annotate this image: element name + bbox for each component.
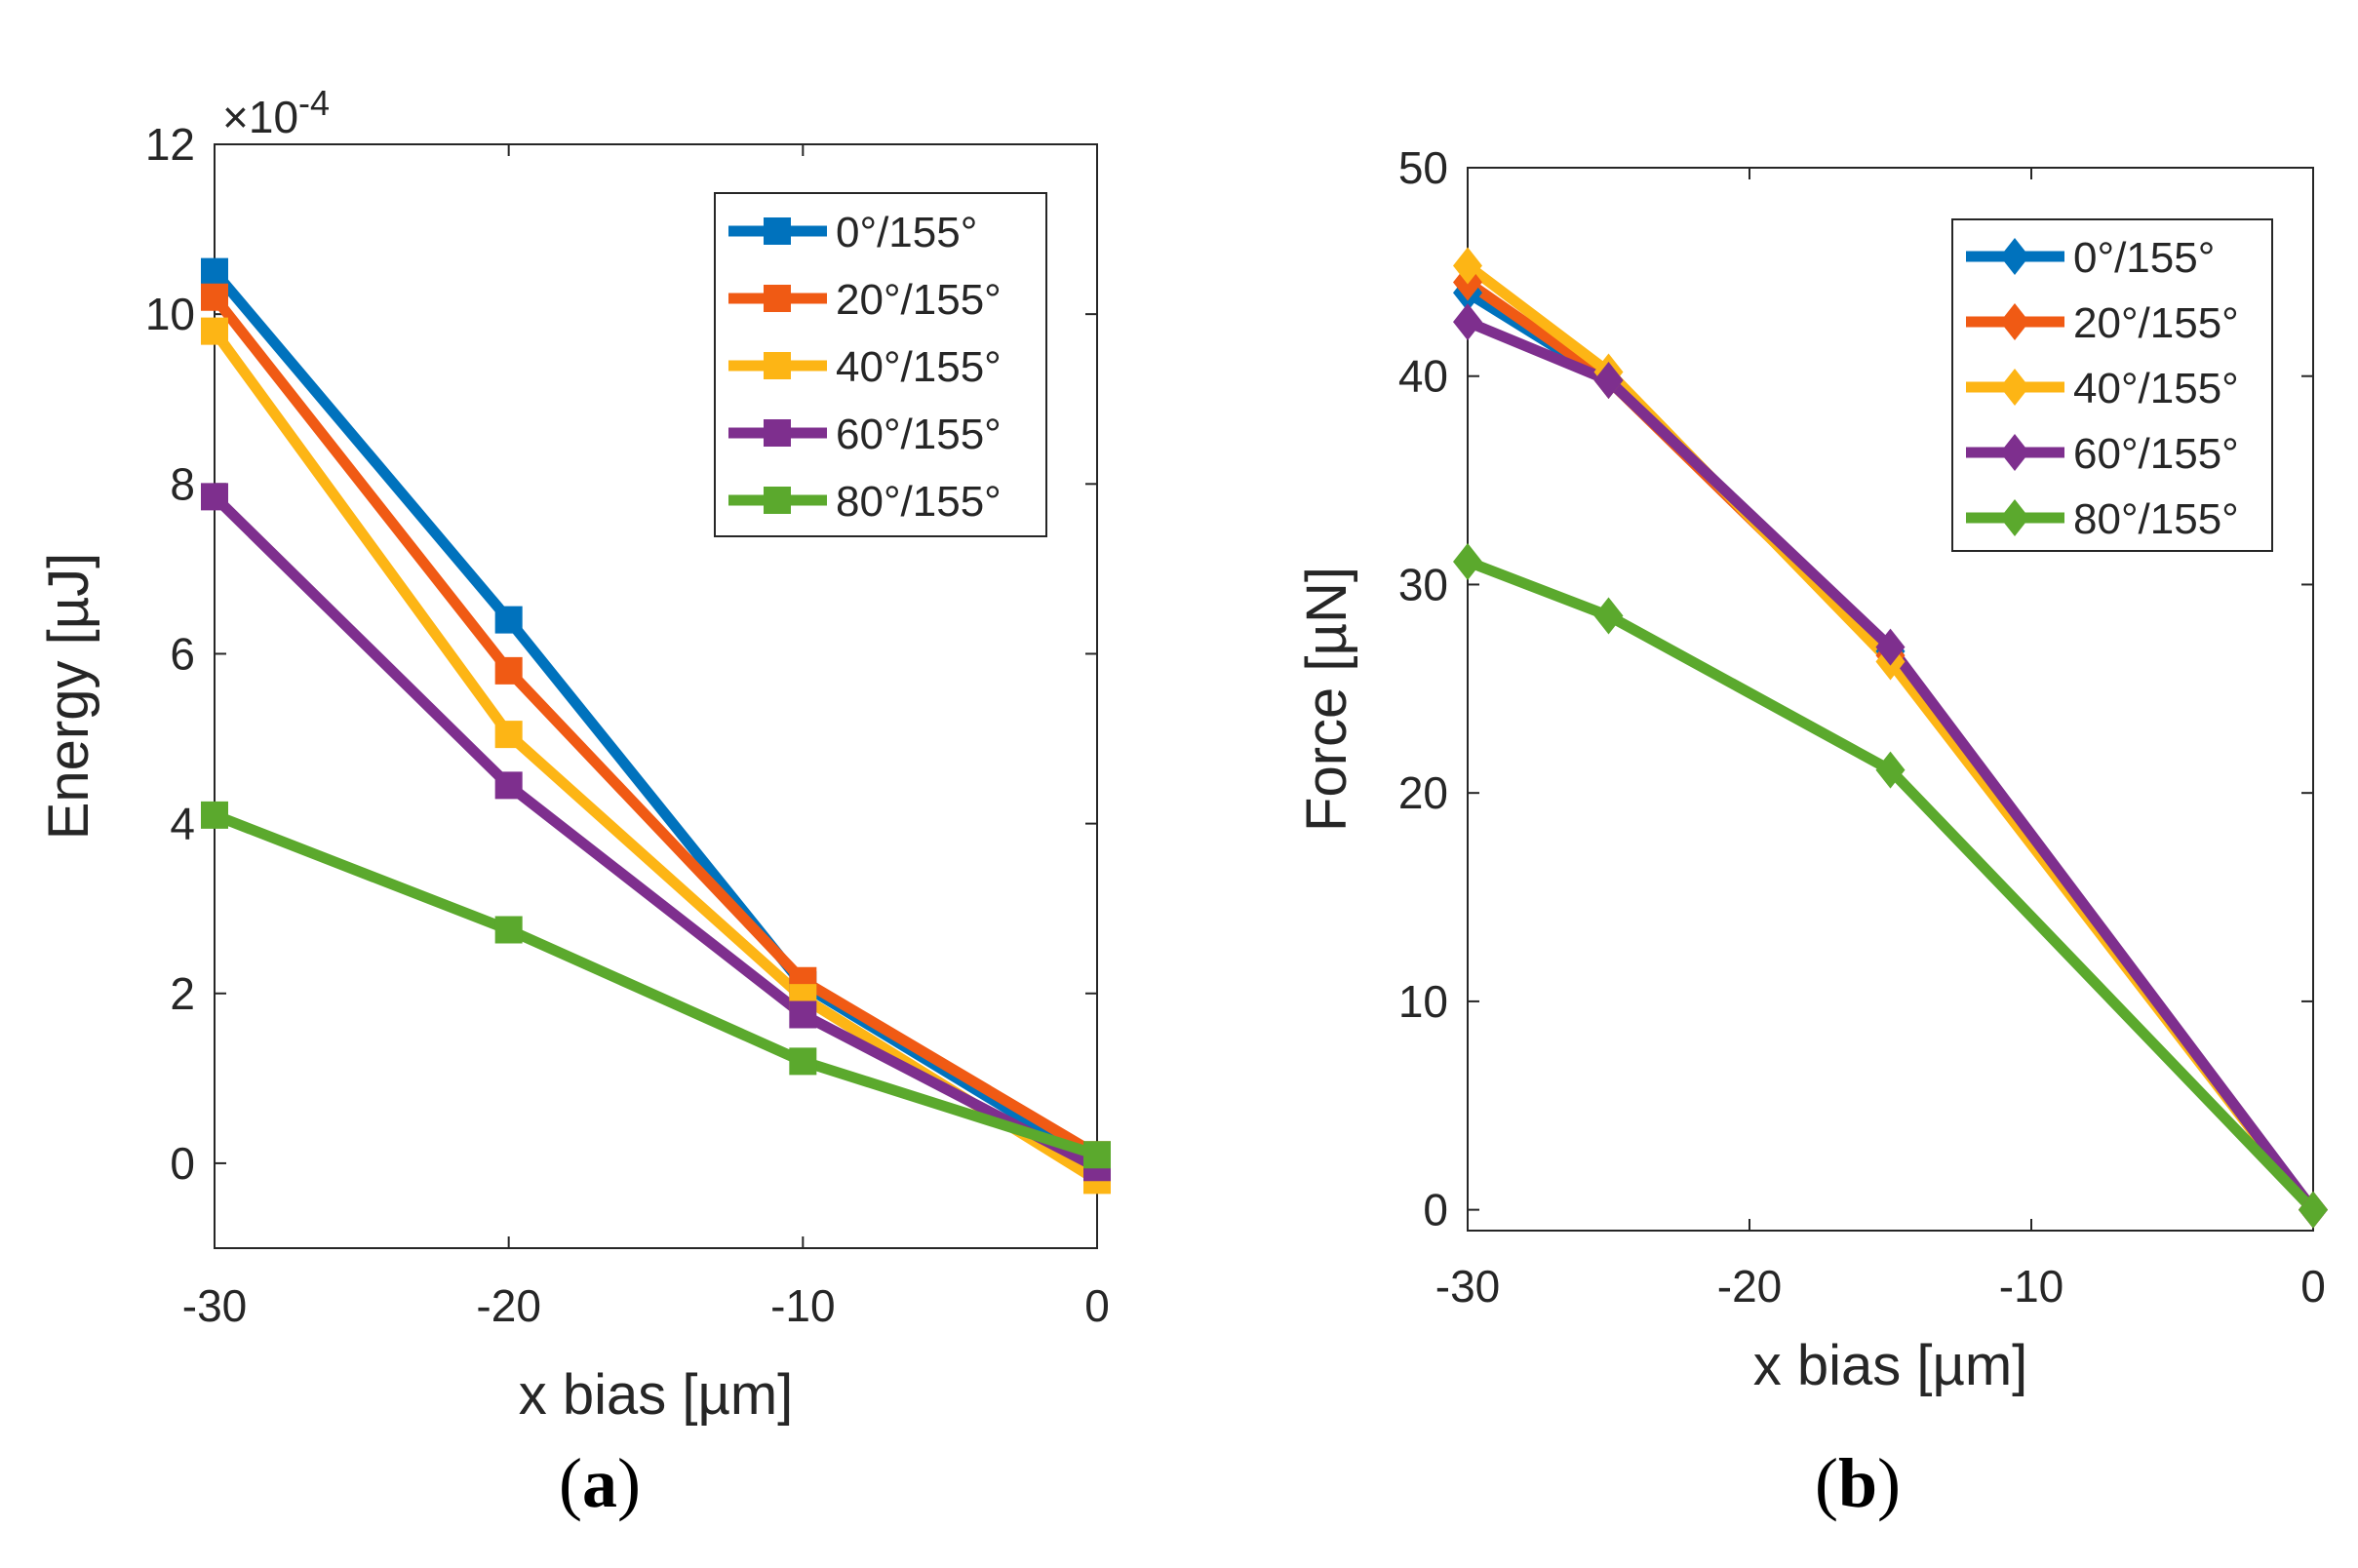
- data-point: [2299, 1191, 2328, 1229]
- x-tick-label: -20: [1717, 1261, 1782, 1312]
- subfigure-paren-open: (: [1815, 1444, 1838, 1522]
- subfigure-label: (b): [1815, 1444, 1901, 1522]
- y-tick-label: 20: [1398, 767, 1448, 818]
- data-point: [201, 483, 228, 511]
- exponent-base: ×10: [222, 92, 298, 142]
- legend-swatch-marker: [2000, 434, 2029, 471]
- legend-label: 0°/155°: [2073, 234, 2215, 282]
- series-line: [209, 809, 1103, 1160]
- x-tick-label: -30: [1435, 1261, 1500, 1312]
- y-tick-label: 2: [170, 968, 195, 1019]
- y-tick-label: 50: [1398, 142, 1448, 193]
- legend-item: 0°/155°: [1966, 234, 2215, 282]
- chart-panel-a: -30 -20 -10 0 0 2 4 6 8 10 12 x bias [µm] Energy [µJ…: [37, 83, 1111, 1522]
- legend-label: 0°/155°: [836, 209, 977, 256]
- y-axis-label: Force [µN]: [1295, 567, 1358, 832]
- legend-item: 80°/155°: [728, 478, 1002, 526]
- legend-swatch-marker: [2000, 499, 2029, 536]
- y-tick-label: 30: [1398, 559, 1448, 609]
- data-point: [1875, 628, 1906, 666]
- legend-label: 60°/155°: [2073, 430, 2239, 478]
- legend-item: 0°/155°: [728, 209, 977, 256]
- data-point: [494, 771, 523, 800]
- data-point: [201, 317, 228, 345]
- subfigure-paren-open: (: [559, 1444, 582, 1522]
- subfigure-paren-close: ): [1877, 1444, 1901, 1522]
- data-point: [494, 721, 523, 749]
- legend-swatch-marker: [764, 352, 791, 379]
- subfigure-letter: b: [1838, 1444, 1877, 1522]
- data-point: [494, 606, 523, 634]
- legend-swatch-marker: [2000, 238, 2029, 275]
- subfigure-label: (a): [559, 1444, 641, 1522]
- legend-item: 60°/155°: [1966, 430, 2239, 478]
- data-point: [201, 283, 228, 311]
- y-tick-label: 8: [170, 458, 195, 509]
- x-axis-label: x bias [µm]: [519, 1363, 794, 1427]
- legend-swatch-marker: [2000, 303, 2029, 340]
- x-tick-label: -20: [476, 1280, 540, 1331]
- data-point: [1083, 1141, 1111, 1169]
- subfigure-paren-close: ): [617, 1444, 641, 1522]
- y-axis-label: Energy [µJ]: [37, 553, 100, 841]
- legend-item: 40°/155°: [1966, 365, 2239, 412]
- y-tick-label: 0: [170, 1138, 195, 1189]
- data-point: [201, 257, 228, 286]
- y-tick-label: 10: [145, 289, 195, 339]
- x-tick-label: -30: [182, 1280, 247, 1331]
- y-tick-label: 10: [1398, 976, 1448, 1027]
- legend-item: 60°/155°: [728, 411, 1002, 458]
- x-tick-label: -10: [770, 1280, 835, 1331]
- legend-label: 20°/155°: [836, 276, 1002, 324]
- legend-label: 60°/155°: [836, 411, 1002, 458]
- legend-item: 80°/155°: [1966, 495, 2239, 543]
- legend-label: 40°/155°: [836, 343, 1002, 391]
- data-point: [789, 1000, 817, 1029]
- legend: 0°/155° 20°/155° 40°/155° 60°/155° 80°/155°: [714, 192, 1047, 537]
- data-point: [201, 801, 228, 829]
- data-point: [1453, 303, 1482, 341]
- y-tick-label: 40: [1398, 351, 1448, 402]
- data-point: [1453, 247, 1482, 285]
- data-point: [789, 1047, 817, 1076]
- exponent-label: ×10-4: [222, 83, 330, 142]
- series-line: [1462, 316, 2319, 1216]
- series-line: [209, 490, 1103, 1173]
- data-point: [494, 916, 523, 944]
- legend-label: 40°/155°: [2073, 365, 2239, 412]
- data-point: [1453, 542, 1482, 580]
- x-tick-label: 0: [2300, 1261, 2326, 1312]
- x-axis-label: x bias [µm]: [1753, 1334, 2028, 1397]
- subfigure-letter: a: [582, 1444, 617, 1522]
- x-tick-label: -10: [1999, 1261, 2063, 1312]
- data-point: [1593, 362, 1624, 399]
- series-line: [209, 266, 1103, 1169]
- legend-item: 20°/155°: [1966, 299, 2239, 347]
- legend-label: 20°/155°: [2073, 299, 2239, 347]
- legend-item: 40°/155°: [728, 343, 1002, 391]
- series-line: [209, 292, 1103, 1160]
- legend-swatch-marker: [764, 217, 791, 245]
- x-tick-label: 0: [1084, 1280, 1110, 1331]
- legend-swatch-marker: [764, 285, 791, 312]
- legend-item: 20°/155°: [728, 276, 1002, 324]
- data-point: [494, 656, 523, 685]
- legend-swatch-marker: [764, 487, 791, 514]
- exponent-power: -4: [298, 83, 330, 123]
- y-tick-label: 4: [170, 799, 195, 849]
- chart-panel-b: -30 -20 -10 0 0 10 20 30 40 50 x bias [µm] Force [µ…: [1295, 142, 2328, 1522]
- y-tick-label: 6: [170, 628, 195, 679]
- series-line: [1462, 556, 2319, 1216]
- legend-box: [1951, 218, 2273, 552]
- y-tick-label: 0: [1423, 1185, 1448, 1235]
- y-tick-label: 12: [145, 119, 195, 170]
- data-point: [1875, 751, 1906, 789]
- legend-swatch-marker: [764, 419, 791, 447]
- data-point: [1593, 597, 1624, 635]
- legend-label: 80°/155°: [2073, 495, 2239, 543]
- legend-swatch-marker: [2000, 369, 2029, 406]
- legend-label: 80°/155°: [836, 478, 1002, 526]
- legend: 0°/155° 20°/155° 40°/155° 60°/155° 80°/155°: [1951, 218, 2273, 552]
